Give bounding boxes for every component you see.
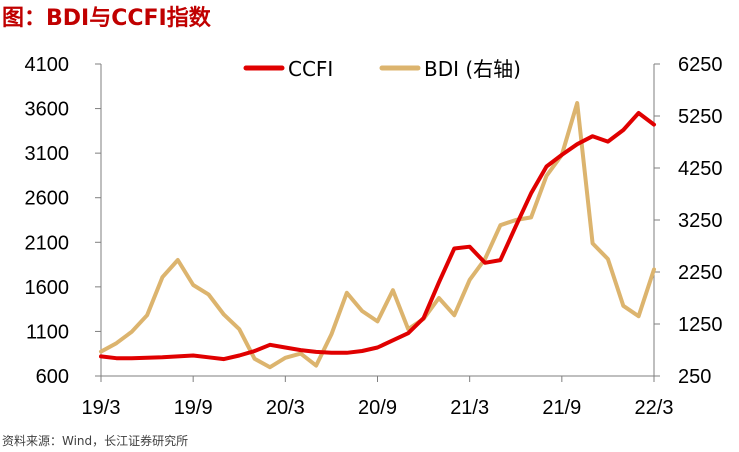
left-tick-label: 1100	[26, 321, 69, 343]
left-tick-label: 1600	[25, 277, 70, 299]
chart-area: 600 1100 1600 2100 2600 3100 3600 4100 250 1250 22…	[25, 54, 723, 419]
legend-label-bdi: BDI (右轴)	[424, 57, 521, 81]
series-line-ccfi	[99, 111, 656, 362]
left-tick-label: 600	[36, 366, 69, 388]
left-tick-label: 2600	[25, 188, 70, 210]
chart-title: 图：BDI与CCFI指数	[2, 6, 211, 31]
right-tick-label: 4250	[678, 158, 723, 180]
right-tick-label: 5250	[678, 106, 723, 128]
x-tick-label: 21/3	[450, 397, 489, 419]
x-tick-label: 21/9	[542, 397, 581, 419]
x-tick-label: 22/3	[635, 397, 674, 419]
right-tick-label: 6250	[678, 54, 723, 76]
x-tick-label: 19/3	[82, 397, 121, 419]
x-tick-label: 20/9	[358, 397, 397, 419]
left-tick-label: 2100	[25, 232, 70, 254]
x-tick-label: 19/9	[174, 397, 213, 419]
right-tick-label: 250	[678, 366, 711, 388]
left-tick-label: 3100	[25, 143, 70, 165]
left-tick-label: 3600	[25, 99, 70, 121]
right-tick-label: 2250	[678, 262, 723, 284]
right-tick-label: 1250	[678, 314, 723, 336]
series-line-bdi	[99, 101, 656, 370]
source-note: 资料来源：Wind，长江证券研究所	[2, 434, 189, 448]
x-tick-label: 20/3	[266, 397, 305, 419]
left-tick-label: 4100	[25, 54, 70, 76]
legend-label-ccfi: CCFI	[288, 57, 333, 81]
right-tick-label: 3250	[678, 210, 723, 232]
